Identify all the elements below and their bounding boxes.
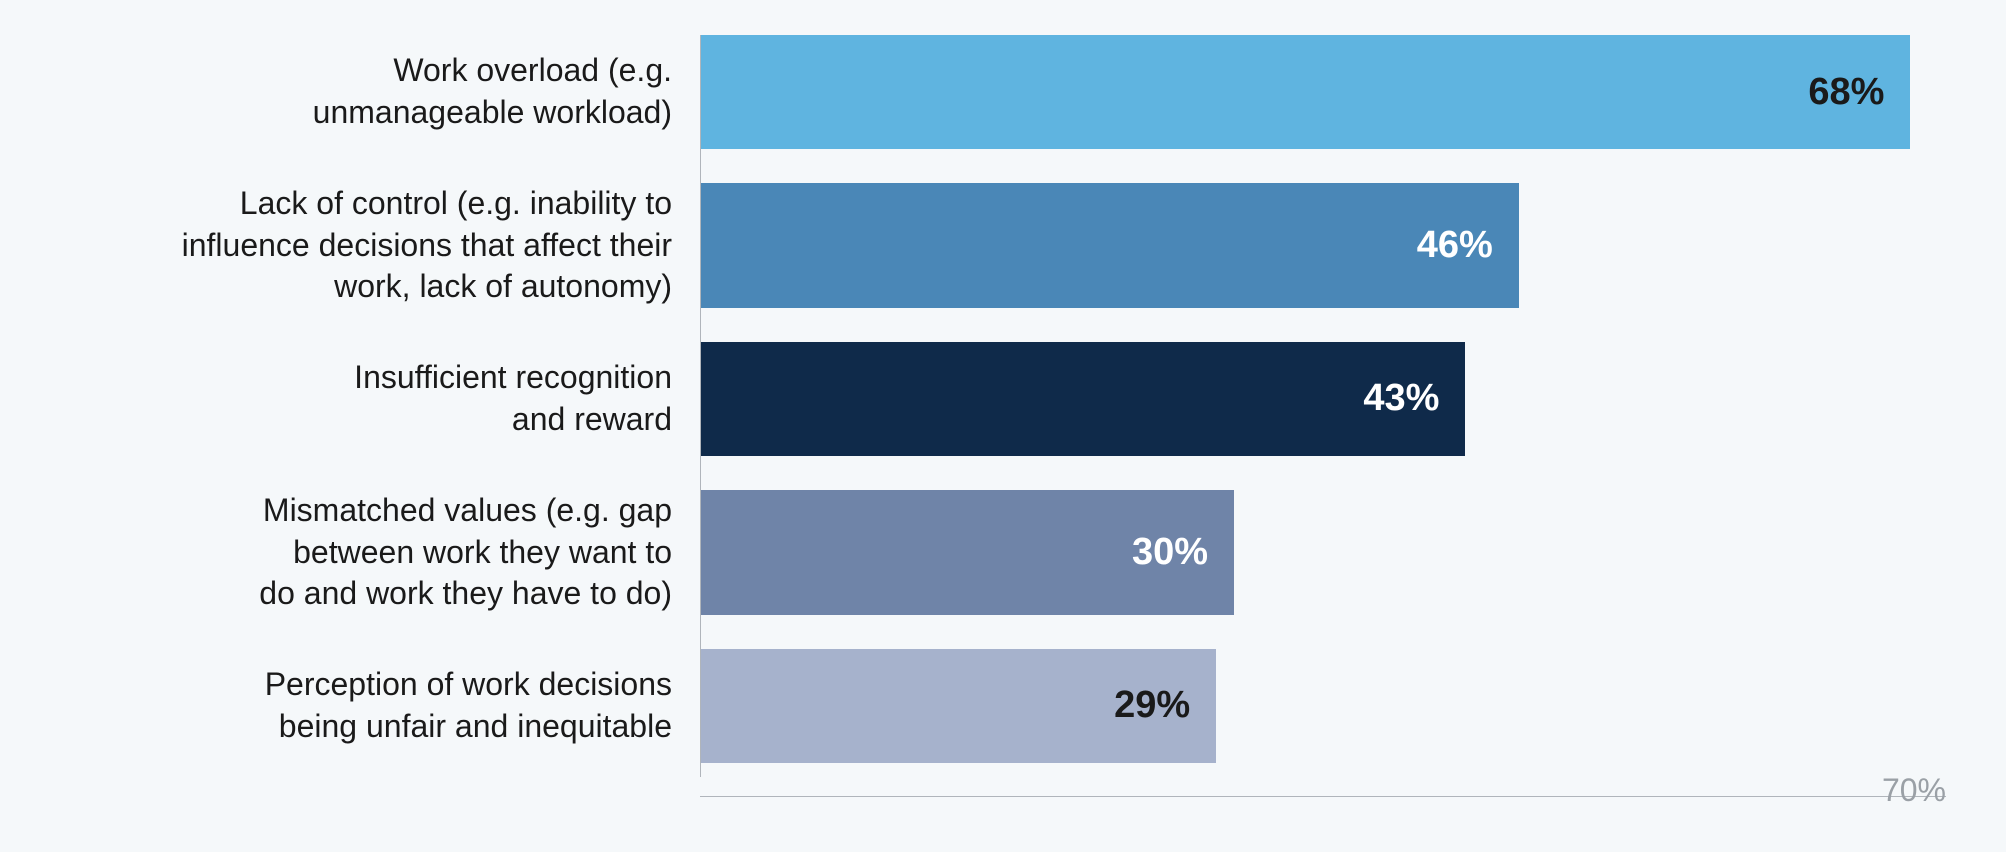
bar-label-3: Mismatched values (e.g. gapbetween work … [60, 490, 700, 615]
bar-2: 43% [700, 342, 1465, 456]
bar-cell-3: 30% [700, 490, 1946, 615]
bar-1: 46% [700, 183, 1519, 308]
x-axis-max-label: 70% [1882, 772, 1946, 809]
bar-0: 68% [700, 35, 1910, 149]
bar-cell-4: 29% [700, 649, 1946, 763]
bar-label-4: Perception of work decisionsbeing unfair… [60, 649, 700, 763]
y-axis-line [700, 35, 701, 777]
bar-value-4: 29% [1114, 684, 1190, 727]
rows-wrapper: Work overload (e.g.unmanageable workload… [60, 35, 1946, 797]
x-axis-baseline [700, 796, 1946, 797]
bar-3: 30% [700, 490, 1234, 615]
bar-cell-0: 68% [700, 35, 1946, 149]
bar-label-1: Lack of control (e.g. inability toinflue… [60, 183, 700, 308]
bar-row-1: Lack of control (e.g. inability toinflue… [60, 183, 1946, 308]
plot-area: Work overload (e.g.unmanageable workload… [60, 35, 1946, 817]
bar-row-3: Mismatched values (e.g. gapbetween work … [60, 490, 1946, 615]
bar-row-2: Insufficient recognitionand reward 43% [60, 342, 1946, 456]
bar-value-0: 68% [1808, 71, 1884, 114]
bar-cell-1: 46% [700, 183, 1946, 308]
bar-label-2: Insufficient recognitionand reward [60, 342, 700, 456]
chart-container: Work overload (e.g.unmanageable workload… [0, 0, 2006, 852]
bar-value-3: 30% [1132, 531, 1208, 574]
bar-4: 29% [700, 649, 1216, 763]
bar-row-0: Work overload (e.g.unmanageable workload… [60, 35, 1946, 149]
bar-label-0: Work overload (e.g.unmanageable workload… [60, 35, 700, 149]
bar-row-4: Perception of work decisionsbeing unfair… [60, 649, 1946, 763]
bar-cell-2: 43% [700, 342, 1946, 456]
bar-value-1: 46% [1417, 224, 1493, 267]
bar-value-2: 43% [1363, 377, 1439, 420]
